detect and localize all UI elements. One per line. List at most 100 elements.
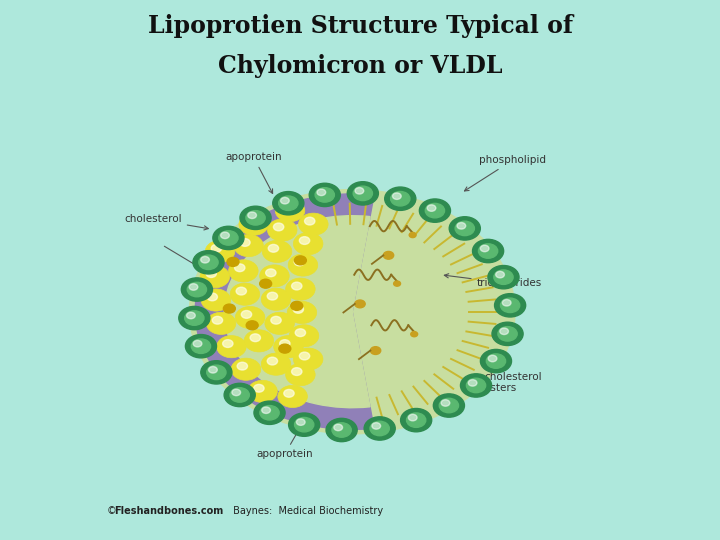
Circle shape: [266, 269, 276, 276]
Circle shape: [472, 239, 503, 262]
Circle shape: [433, 394, 464, 417]
Circle shape: [187, 282, 207, 297]
Circle shape: [260, 406, 279, 420]
Circle shape: [244, 330, 274, 352]
Circle shape: [492, 322, 523, 346]
Circle shape: [271, 316, 282, 324]
Circle shape: [392, 193, 401, 199]
Circle shape: [293, 306, 304, 313]
Circle shape: [295, 329, 305, 336]
Circle shape: [278, 386, 307, 408]
Circle shape: [494, 270, 513, 285]
Circle shape: [232, 389, 240, 396]
Circle shape: [410, 332, 418, 337]
Circle shape: [192, 339, 211, 354]
Circle shape: [246, 211, 265, 225]
Circle shape: [480, 245, 489, 252]
Circle shape: [201, 361, 232, 384]
Circle shape: [193, 340, 202, 347]
Circle shape: [212, 316, 222, 324]
Text: apoprotein: apoprotein: [225, 152, 282, 193]
Text: ©: ©: [107, 506, 120, 516]
Circle shape: [289, 325, 319, 347]
Circle shape: [480, 349, 511, 373]
Circle shape: [222, 340, 233, 347]
Text: Lipoprotien Structure Typical of: Lipoprotien Structure Typical of: [148, 14, 572, 37]
Circle shape: [400, 408, 432, 432]
Circle shape: [267, 219, 297, 241]
Circle shape: [498, 327, 517, 341]
Circle shape: [309, 183, 341, 207]
Circle shape: [273, 192, 304, 215]
Circle shape: [495, 294, 526, 317]
Circle shape: [245, 217, 256, 225]
Circle shape: [354, 186, 372, 200]
Circle shape: [286, 278, 315, 300]
Circle shape: [317, 189, 325, 195]
Circle shape: [500, 328, 508, 335]
Circle shape: [179, 306, 210, 330]
Circle shape: [409, 232, 416, 238]
Circle shape: [234, 234, 264, 256]
Circle shape: [227, 258, 239, 266]
Circle shape: [246, 321, 258, 330]
Circle shape: [248, 380, 277, 402]
Circle shape: [267, 292, 278, 300]
Circle shape: [457, 222, 466, 229]
Text: triglycerides: triglycerides: [444, 274, 542, 288]
Circle shape: [209, 367, 217, 373]
Circle shape: [217, 335, 246, 358]
Circle shape: [254, 401, 285, 424]
Circle shape: [211, 245, 222, 252]
Circle shape: [269, 245, 279, 252]
Circle shape: [293, 233, 323, 255]
Circle shape: [205, 240, 235, 262]
Circle shape: [439, 399, 459, 413]
Circle shape: [240, 239, 250, 246]
Text: Chylomicron or VLDL: Chylomicron or VLDL: [217, 54, 503, 78]
Circle shape: [292, 282, 302, 290]
Circle shape: [223, 304, 235, 313]
Circle shape: [294, 256, 306, 265]
Wedge shape: [224, 215, 370, 408]
Circle shape: [355, 187, 364, 194]
Text: Fleshandbones.com: Fleshandbones.com: [114, 506, 223, 516]
Circle shape: [449, 217, 480, 240]
Circle shape: [391, 192, 410, 206]
Circle shape: [265, 312, 294, 334]
Circle shape: [260, 265, 289, 287]
Circle shape: [262, 407, 271, 414]
Wedge shape: [195, 194, 374, 429]
Circle shape: [291, 301, 302, 310]
Circle shape: [282, 204, 292, 211]
Circle shape: [279, 344, 291, 353]
Circle shape: [267, 357, 278, 365]
Circle shape: [305, 217, 315, 225]
Text: cholesterol
esters: cholesterol esters: [485, 354, 542, 394]
Circle shape: [185, 311, 204, 325]
Circle shape: [237, 362, 248, 370]
Text: apoprotein: apoprotein: [256, 426, 313, 460]
Circle shape: [326, 418, 357, 442]
Circle shape: [228, 260, 258, 282]
Circle shape: [201, 289, 230, 311]
Circle shape: [503, 300, 511, 306]
Circle shape: [300, 352, 310, 360]
Circle shape: [293, 348, 323, 370]
Circle shape: [287, 301, 317, 323]
Circle shape: [279, 196, 298, 211]
Circle shape: [261, 288, 291, 310]
Circle shape: [488, 266, 519, 289]
Circle shape: [219, 231, 238, 245]
Circle shape: [199, 255, 218, 269]
Circle shape: [500, 298, 520, 313]
Circle shape: [213, 226, 244, 249]
Circle shape: [347, 181, 379, 205]
Circle shape: [248, 212, 256, 219]
Circle shape: [207, 312, 236, 334]
Circle shape: [427, 205, 436, 211]
Circle shape: [355, 300, 365, 308]
Circle shape: [288, 254, 318, 276]
Circle shape: [289, 413, 320, 436]
Circle shape: [394, 281, 400, 286]
